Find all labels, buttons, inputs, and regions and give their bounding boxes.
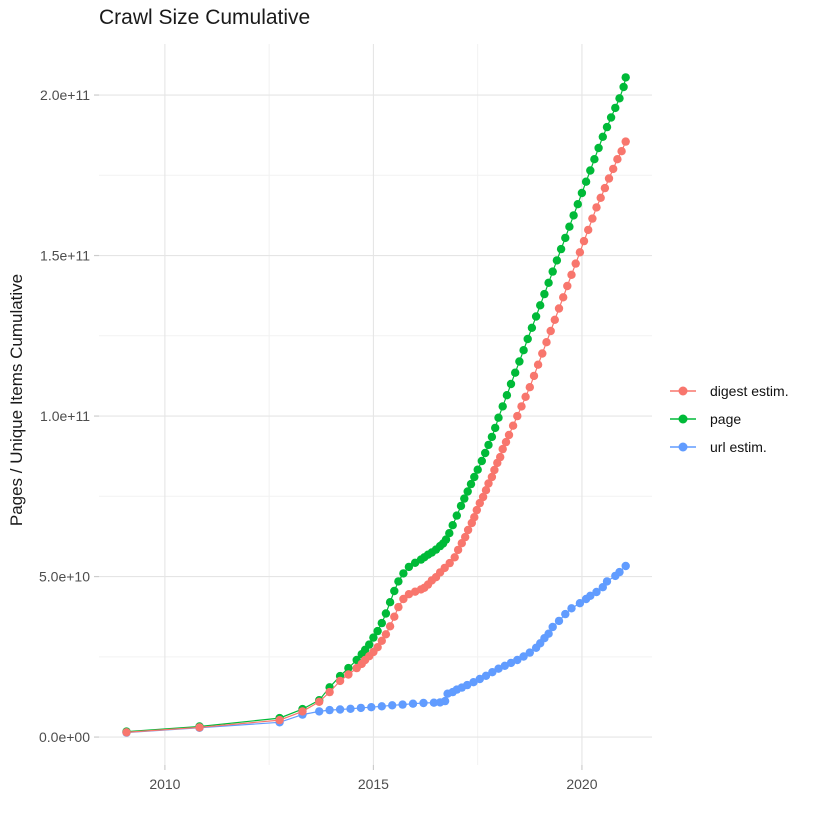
legend-item-digest-estim: digest estim. bbox=[668, 381, 789, 401]
y-tick-label: 2.0e+11 bbox=[40, 87, 90, 103]
series-points-url-estim bbox=[122, 561, 630, 737]
x-tick-label: 2010 bbox=[149, 776, 180, 792]
gridlines-major bbox=[99, 44, 652, 765]
legend-marker-page-icon bbox=[670, 414, 696, 424]
y-tick-label: 5.0e+10 bbox=[39, 569, 90, 585]
legend-marker-url-estim-icon bbox=[670, 442, 696, 452]
legend-label-url-estim: url estim. bbox=[710, 439, 767, 455]
y-tick-label: 1.0e+11 bbox=[40, 408, 90, 424]
y-tick-label: 1.5e+11 bbox=[40, 248, 90, 264]
series-digest-estim bbox=[122, 137, 630, 737]
series-points-digest-estim bbox=[122, 137, 630, 737]
x-tick-label: 2015 bbox=[358, 776, 389, 792]
gridlines-minor bbox=[99, 44, 652, 765]
legend-label-digest-estim: digest estim. bbox=[710, 383, 789, 399]
series-url-estim bbox=[122, 561, 630, 737]
axes: 2010 2015 2020 0.0e+00 5.0e+10 1.0e+11 1.5e+11… bbox=[39, 87, 598, 792]
legend-marker-digest-estim-icon bbox=[670, 386, 696, 396]
legend-label-page: page bbox=[710, 411, 742, 427]
chart-title: Crawl Size Cumulative bbox=[99, 6, 311, 29]
series-points-page bbox=[122, 73, 630, 736]
legend-item-url-estim: url estim. bbox=[668, 437, 789, 457]
series-page bbox=[122, 73, 630, 736]
y-axis-label: Pages / Unique Items Cumulative bbox=[7, 273, 26, 527]
legend-item-page: page bbox=[668, 409, 789, 429]
x-tick-label: 2020 bbox=[566, 776, 597, 792]
legend: digest estim. page url estim. bbox=[668, 381, 789, 457]
y-tick-label: 0.0e+00 bbox=[39, 729, 90, 745]
